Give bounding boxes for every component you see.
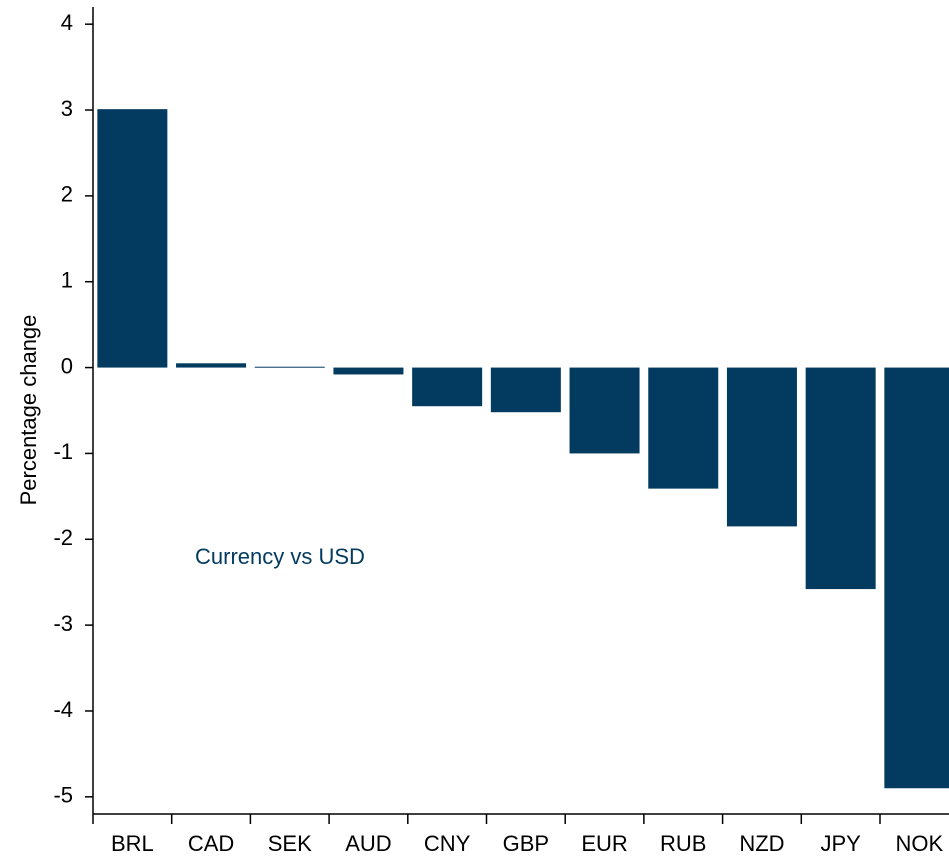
y-tick-label: -3 [53,611,73,636]
y-tick-label: -2 [53,525,73,550]
y-tick-label: 3 [61,96,73,121]
y-axis-label: Percentage change [16,315,41,506]
bar [569,367,640,454]
bar [490,367,561,413]
x-tick-label: SEK [268,831,312,856]
x-tick-label: NOK [896,831,944,856]
x-tick-label: GBP [503,831,549,856]
y-tick-label: 0 [61,353,73,378]
y-tick-label: -1 [53,439,73,464]
y-tick-label: -4 [53,697,73,722]
bar [97,109,168,368]
x-tick-label: RUB [660,831,706,856]
y-tick-label: 4 [61,10,73,35]
x-tick-label: EUR [581,831,627,856]
bar [254,366,325,368]
bar [884,367,949,789]
bar [805,367,876,590]
x-tick-label: CAD [188,831,234,856]
x-tick-label: CNY [424,831,471,856]
x-tick-label: NZD [739,831,784,856]
bar [412,367,483,407]
y-tick-label: 2 [61,182,73,207]
x-tick-label: JPY [820,831,861,856]
bar [176,363,247,368]
bar [333,367,404,375]
x-tick-label: BRL [111,831,154,856]
y-tick-label: 1 [61,268,73,293]
bar [726,367,797,527]
annotation: Currency vs USD [195,544,365,569]
y-tick-label: -5 [53,783,73,808]
bar [648,367,719,489]
x-tick-label: AUD [345,831,391,856]
